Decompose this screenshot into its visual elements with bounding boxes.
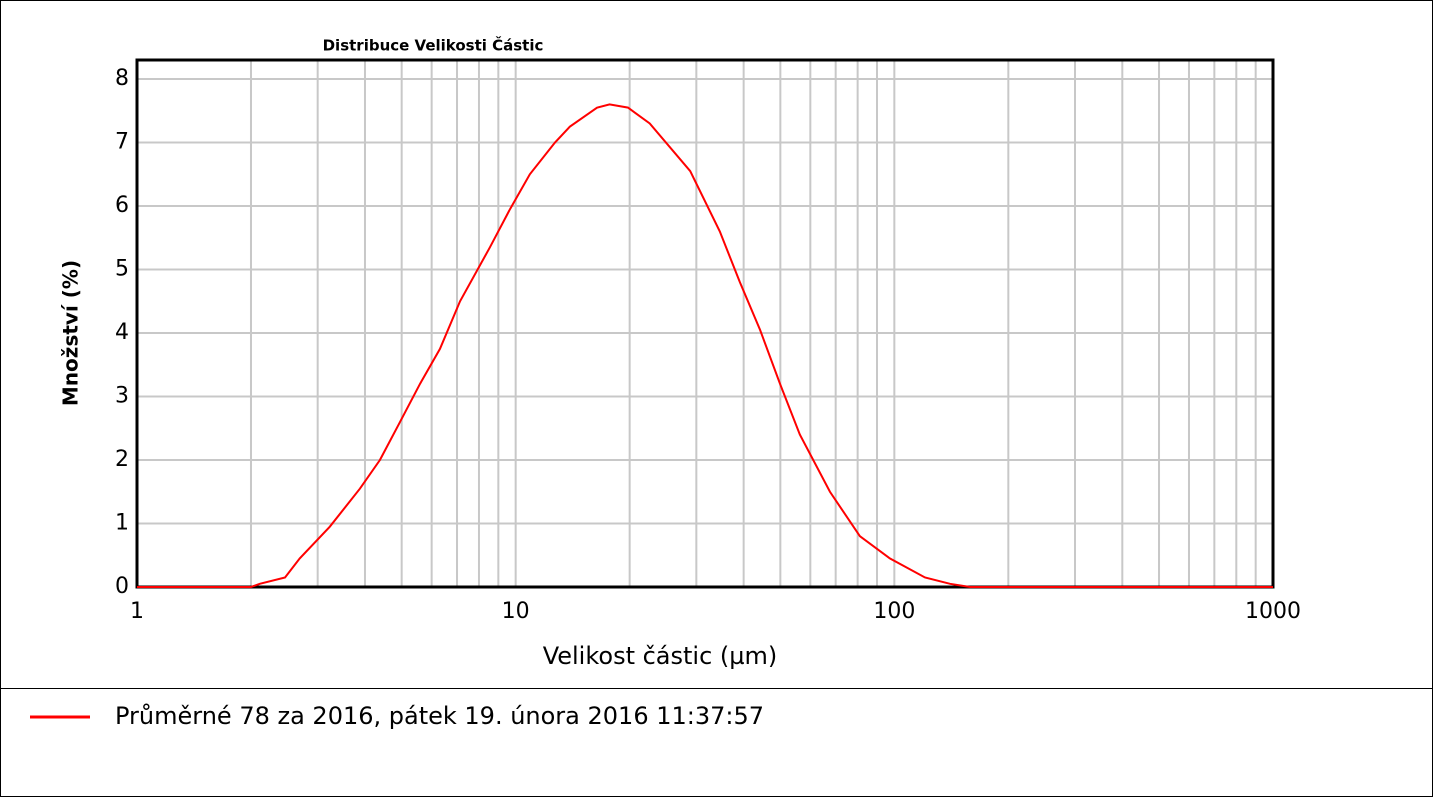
x-tick-label: 1000 bbox=[1245, 599, 1301, 624]
y-tick-label: 6 bbox=[115, 193, 129, 218]
legend-label: Průměrné 78 za 2016, pátek 19. února 201… bbox=[115, 702, 764, 730]
x-tick-label: 10 bbox=[502, 599, 530, 624]
y-tick-label: 1 bbox=[115, 511, 129, 536]
x-tick-label: 100 bbox=[873, 599, 915, 624]
y-tick-label: 0 bbox=[115, 574, 129, 599]
y-tick-label: 2 bbox=[115, 447, 129, 472]
y-tick-label: 5 bbox=[115, 257, 129, 282]
x-tick-label: 1 bbox=[130, 599, 144, 624]
plot-frame bbox=[135, 58, 1275, 589]
data-line bbox=[137, 103, 1273, 588]
y-tick-label: 8 bbox=[115, 66, 129, 91]
chart-title: Distribuce Velikosti Částic bbox=[323, 36, 544, 55]
y-tick-label: 3 bbox=[115, 384, 129, 409]
y-tick-label: 7 bbox=[115, 130, 129, 155]
y-tick-label: 4 bbox=[115, 320, 129, 345]
x-axis-label: Velikost částic (µm) bbox=[543, 642, 778, 670]
y-axis-label: Množství (%) bbox=[59, 260, 83, 406]
